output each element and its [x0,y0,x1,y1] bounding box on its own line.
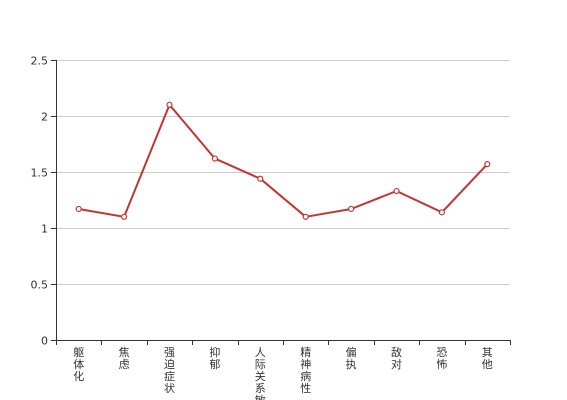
data-point[interactable] [257,175,264,182]
x-tick-label: 精神病性 [300,346,311,395]
y-tick-label: 0.5 [31,279,49,292]
y-tick-label: 2 [41,111,48,124]
series-layer [75,101,491,220]
data-point[interactable] [75,205,82,213]
data-point[interactable] [120,213,128,220]
data-point[interactable] [348,205,355,213]
x-tick-label: 焦虑 [119,346,130,371]
y-tick-label: 2.5 [31,55,49,68]
grid-lines [56,60,510,285]
y-tick-label: 1 [41,223,48,236]
y-axis-tick-labels: 0 0.5 1 1.5 2 2.5 [31,55,49,348]
data-point[interactable] [438,209,445,216]
x-tick-label: 强迫症状 [164,346,175,395]
series-line [78,103,489,218]
data-point[interactable] [393,187,400,195]
x-tick-label: 其他 [482,346,493,371]
x-tick-label: 躯体化 [73,346,84,383]
data-point[interactable] [484,161,491,168]
x-tick-label: 人际关系敏感 [255,346,266,400]
data-point[interactable] [166,101,173,108]
axes [51,60,511,345]
y-tick-label: 0 [41,335,48,348]
x-tick-label: 偏执 [346,345,357,371]
x-axis-tick-labels: 躯体化 焦虑 强迫症状 抑郁 人际关系敏感 精神病性 偏执 敌对 恐怖 其他 [73,345,493,400]
x-tick-label: 恐怖 [436,346,447,371]
x-tick-label: 敌对 [391,345,402,371]
data-point[interactable] [211,155,218,162]
data-point[interactable] [302,213,309,220]
y-tick-label: 1.5 [31,167,49,180]
x-tick-label: 抑郁 [209,345,220,371]
